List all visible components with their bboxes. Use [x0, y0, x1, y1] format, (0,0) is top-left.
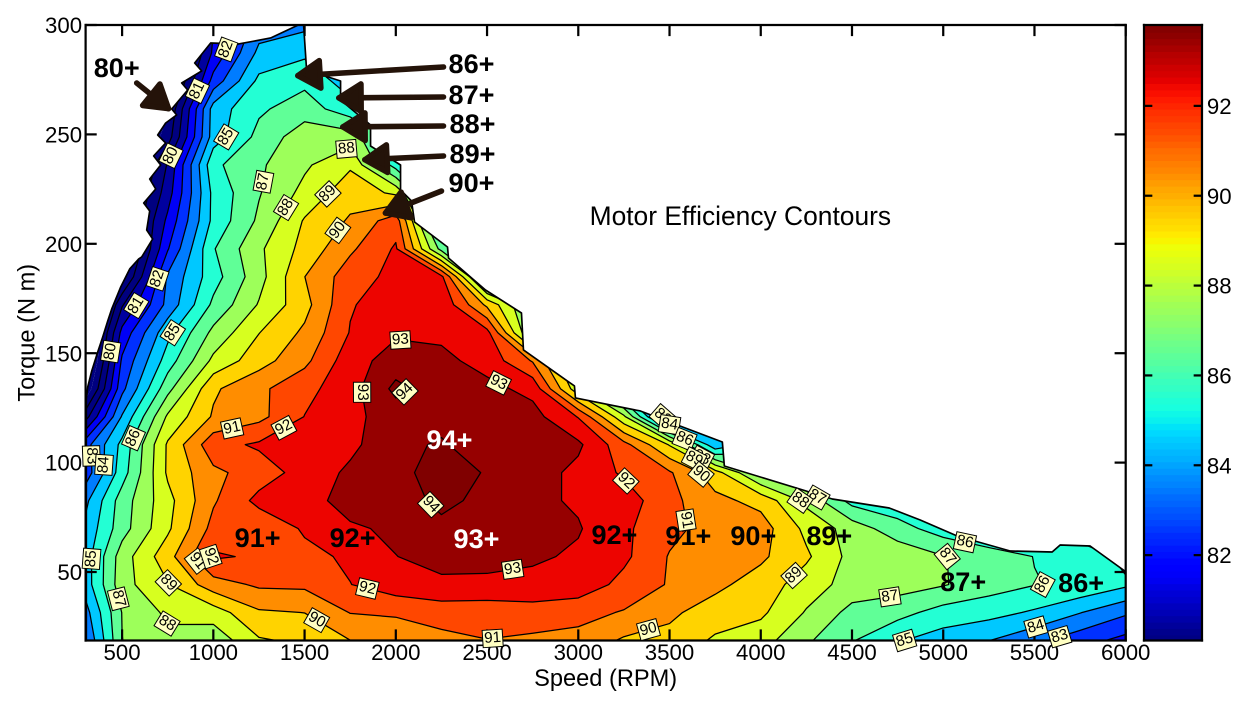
svg-text:88+: 88+ [450, 108, 496, 139]
svg-text:85: 85 [214, 125, 237, 148]
svg-text:1000: 1000 [189, 640, 238, 665]
svg-text:82: 82 [146, 268, 167, 289]
svg-text:87+: 87+ [449, 79, 495, 110]
svg-text:82: 82 [1207, 543, 1232, 568]
svg-text:85: 85 [161, 321, 185, 345]
svg-text:4500: 4500 [827, 640, 876, 665]
svg-text:1500: 1500 [280, 640, 329, 665]
svg-text:93: 93 [503, 559, 522, 578]
svg-text:86: 86 [1207, 363, 1232, 388]
svg-text:85: 85 [82, 550, 100, 568]
svg-text:200: 200 [45, 232, 82, 257]
svg-text:83: 83 [1049, 626, 1070, 647]
svg-text:80+: 80+ [94, 52, 140, 83]
svg-text:91+: 91+ [235, 522, 281, 553]
svg-text:500: 500 [104, 640, 141, 665]
svg-text:85: 85 [894, 629, 915, 650]
svg-text:87: 87 [806, 485, 829, 508]
svg-text:Torque (N m): Torque (N m) [15, 264, 41, 402]
svg-text:4000: 4000 [736, 640, 785, 665]
svg-text:90+: 90+ [449, 167, 495, 198]
svg-text:90: 90 [689, 462, 713, 486]
svg-text:86: 86 [674, 428, 696, 450]
svg-text:80: 80 [100, 342, 119, 361]
svg-text:92+: 92+ [330, 522, 376, 553]
svg-text:150: 150 [45, 341, 82, 366]
svg-text:87: 87 [936, 544, 960, 568]
svg-text:88: 88 [156, 611, 179, 634]
svg-text:91: 91 [222, 418, 242, 438]
svg-text:5000: 5000 [919, 640, 968, 665]
svg-text:50: 50 [57, 560, 82, 585]
svg-text:250: 250 [45, 122, 82, 147]
svg-text:90: 90 [1207, 184, 1232, 209]
svg-text:90: 90 [305, 608, 328, 631]
svg-text:86+: 86+ [449, 48, 495, 79]
svg-text:91: 91 [677, 510, 696, 529]
svg-text:5500: 5500 [1010, 640, 1059, 665]
svg-text:87: 87 [108, 588, 129, 609]
svg-text:88: 88 [1207, 274, 1232, 299]
svg-text:100: 100 [45, 451, 82, 476]
svg-text:93: 93 [391, 330, 409, 348]
svg-text:89+: 89+ [806, 520, 852, 551]
svg-text:92: 92 [357, 578, 377, 599]
svg-text:92+: 92+ [591, 519, 637, 550]
svg-text:84: 84 [660, 414, 680, 434]
svg-text:88: 88 [274, 196, 297, 219]
svg-text:93: 93 [487, 371, 510, 394]
svg-text:90+: 90+ [730, 520, 776, 551]
svg-text:86: 86 [1031, 573, 1054, 596]
svg-text:82: 82 [215, 38, 237, 60]
svg-text:92: 92 [201, 546, 222, 567]
svg-text:2000: 2000 [371, 640, 420, 665]
svg-text:86: 86 [955, 532, 975, 552]
svg-text:87: 87 [880, 587, 899, 606]
svg-text:86+: 86+ [1058, 567, 1104, 598]
svg-text:93: 93 [354, 384, 371, 401]
svg-text:6000: 6000 [1101, 640, 1150, 665]
svg-text:88: 88 [337, 139, 355, 157]
svg-text:Speed (RPM): Speed (RPM) [534, 666, 677, 692]
svg-text:88: 88 [789, 488, 813, 512]
svg-text:86: 86 [122, 427, 144, 449]
svg-text:94+: 94+ [427, 424, 473, 455]
svg-text:84: 84 [1025, 616, 1047, 637]
svg-text:90: 90 [326, 218, 350, 242]
svg-text:80: 80 [159, 144, 182, 167]
svg-text:84: 84 [94, 455, 112, 474]
svg-text:87: 87 [253, 172, 273, 192]
svg-text:300: 300 [45, 13, 82, 38]
svg-text:84: 84 [1207, 453, 1232, 478]
svg-text:3000: 3000 [554, 640, 603, 665]
svg-text:90: 90 [638, 619, 659, 640]
svg-text:3500: 3500 [645, 640, 694, 665]
svg-text:91: 91 [484, 629, 502, 647]
svg-text:Motor Efficiency Contours: Motor Efficiency Contours [590, 201, 891, 231]
svg-text:93+: 93+ [454, 523, 500, 554]
svg-text:81: 81 [186, 79, 209, 102]
svg-text:92: 92 [272, 416, 295, 439]
svg-text:92: 92 [1207, 94, 1232, 119]
svg-text:89+: 89+ [450, 138, 496, 169]
svg-text:87+: 87+ [940, 566, 986, 597]
svg-text:81: 81 [124, 294, 147, 317]
